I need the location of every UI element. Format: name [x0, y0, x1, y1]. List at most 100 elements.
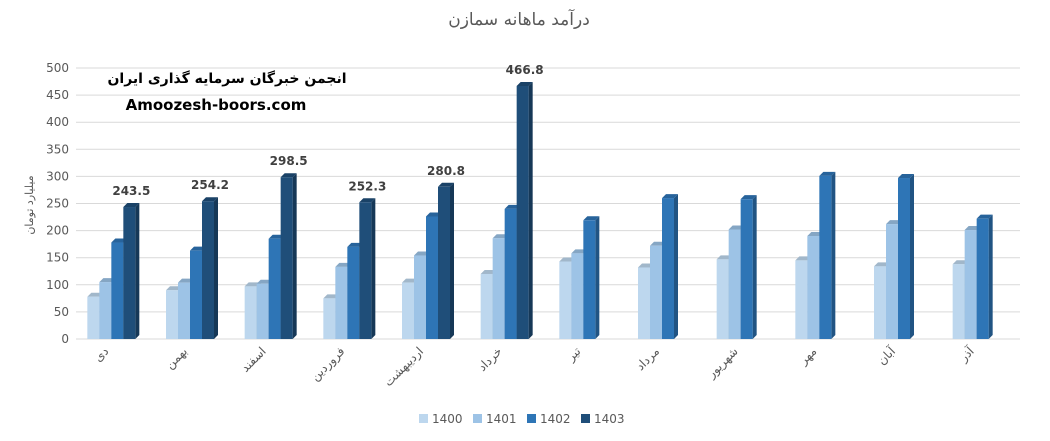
bar-side: [371, 198, 376, 339]
y-tick-label: 100: [46, 278, 69, 292]
bar-front: [886, 224, 898, 339]
bar-1402-8: [662, 194, 678, 339]
bar-side: [292, 173, 297, 339]
bar-top: [123, 203, 140, 208]
bar-front: [202, 201, 214, 339]
bar-top: [359, 198, 376, 203]
bar-front: [952, 264, 965, 339]
data-label: 243.5: [112, 184, 150, 198]
bar-front: [583, 220, 596, 339]
bar-1402-9: [740, 195, 757, 339]
bar-front: [402, 282, 414, 339]
y-tick-label: 400: [46, 115, 69, 129]
bar-top: [516, 81, 533, 86]
bar-front: [559, 261, 572, 339]
x-tick-label: فروردین: [308, 344, 348, 384]
bar-front: [874, 266, 886, 339]
grid-layer: [76, 67, 1020, 340]
bar-front: [728, 229, 741, 339]
bar-side: [528, 81, 533, 340]
bar-1402-10: [819, 171, 836, 339]
bar-1403-5: [438, 182, 454, 339]
bar-front: [516, 85, 529, 339]
data-label: 466.8: [506, 63, 544, 77]
bar-front: [898, 178, 910, 339]
bar-front: [166, 290, 178, 339]
x-tick-label: آذر: [955, 343, 978, 366]
bar-front: [650, 245, 662, 339]
bar-front: [280, 177, 293, 339]
bar-front: [740, 199, 753, 339]
bar-front: [807, 236, 820, 339]
x-tick-label: خرداد: [475, 344, 505, 374]
bar-top: [819, 171, 836, 176]
bar-front: [716, 259, 729, 339]
legend-label: 1400: [432, 412, 463, 426]
bar-1403-3: [280, 173, 297, 339]
legend-swatch: [581, 414, 590, 423]
bar-front: [256, 283, 269, 339]
bar-1403-2: [202, 197, 218, 339]
data-label: 254.2: [191, 178, 229, 192]
y-tick-label: 200: [46, 224, 69, 238]
bar-1403-6: [516, 81, 533, 340]
bar-front: [111, 242, 124, 339]
bar-side: [831, 171, 836, 339]
y-tick-label: 350: [46, 142, 69, 156]
y-tick-label: 150: [46, 251, 69, 265]
bar-top: [740, 195, 757, 200]
x-tick-label: دی: [91, 344, 111, 364]
x-tick-label: آبان: [874, 343, 899, 368]
bar-front: [323, 298, 336, 339]
bar-front: [795, 260, 808, 339]
bar-top: [280, 173, 297, 178]
bar-front: [438, 186, 450, 339]
bar-side: [752, 195, 757, 339]
y-axis-ticks: 0 50 100 150 200 250 300 350 400 450 500: [46, 61, 69, 346]
legend-item-1400: 1400: [419, 412, 463, 426]
x-tick-label: شهریور: [704, 344, 742, 382]
bar-front: [335, 266, 348, 339]
bar-front: [964, 230, 977, 339]
bar-side: [988, 214, 993, 339]
bar-side: [674, 194, 678, 339]
legend-item-1403: 1403: [581, 412, 625, 426]
legend: 1400 1401 1402 1403: [419, 412, 625, 426]
data-label: 298.5: [270, 154, 308, 168]
bar-front: [638, 267, 650, 339]
bar-side: [450, 182, 454, 339]
bar-top: [583, 216, 600, 221]
bar-front: [480, 273, 493, 339]
bar-front: [190, 250, 202, 339]
y-tick-label: 50: [54, 305, 69, 319]
y-tick-label: 500: [46, 61, 69, 75]
legend-swatch: [527, 414, 536, 423]
legend-swatch: [419, 414, 428, 423]
bar-front: [347, 246, 360, 339]
bar-1403-4: [359, 198, 376, 339]
bar-front: [99, 282, 112, 339]
bar-1403-1: [123, 203, 140, 339]
y-axis-label: میلیارد تومان: [23, 175, 36, 234]
bar-front: [268, 238, 281, 339]
bar-side: [214, 197, 218, 339]
bar-front: [819, 175, 832, 339]
legend-item-1402: 1402: [527, 412, 571, 426]
data-label: 252.3: [348, 179, 386, 193]
watermark-url: Amoozesh-boors.com: [126, 96, 307, 114]
bar-front: [178, 282, 190, 339]
chart-title: درآمد ماهانه سمازن: [448, 8, 590, 30]
bar-top: [438, 182, 454, 187]
x-axis-ticks: دی بهمن اسفند فروردین اردیبهشت خرداد تیر مرداد ش…: [91, 343, 978, 390]
bar-top: [976, 214, 993, 219]
bar-front: [414, 255, 426, 339]
y-tick-label: 450: [46, 88, 69, 102]
bar-front: [571, 253, 584, 339]
bar-front: [504, 208, 517, 339]
bar-top: [898, 174, 914, 179]
legend-swatch: [473, 414, 482, 423]
data-labels-layer: 243.5 254.2 298.5 252.3 280.8 466.8: [112, 63, 543, 198]
bar-1402-7: [583, 216, 600, 339]
